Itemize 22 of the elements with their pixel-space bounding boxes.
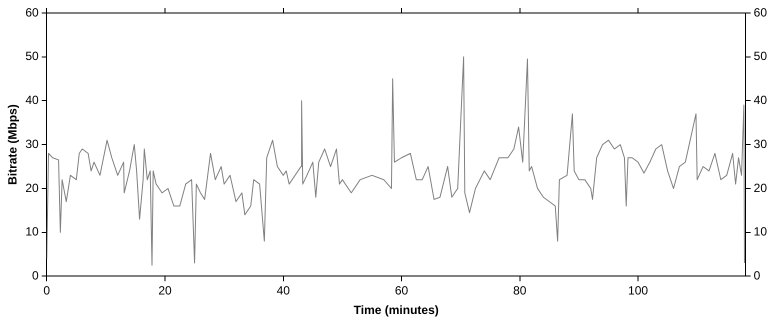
x-tick-label: 20 [158, 284, 172, 298]
y-tick-label: 20 [25, 180, 40, 195]
y2-tick-label: 50 [754, 49, 768, 64]
y-tick-label: 10 [25, 224, 40, 239]
y-tick-label: 30 [25, 136, 40, 151]
x-axis-title: Time (minutes) [354, 303, 439, 318]
y-tick-label: 50 [25, 49, 40, 64]
y2-tick-label: 10 [754, 224, 768, 239]
x-tick-label: 100 [628, 284, 648, 298]
x-tick-label: 40 [276, 284, 290, 298]
x-tick-label: 0 [43, 284, 50, 298]
y-tick-label: 40 [25, 93, 40, 108]
y2-tick-label: 20 [754, 180, 768, 195]
y-tick-label: 60 [25, 5, 40, 20]
y2-tick-label: 30 [754, 136, 768, 151]
y2-tick-label: 0 [754, 268, 761, 283]
x-tick-label: 60 [394, 284, 409, 298]
y2-tick-label: 40 [754, 93, 768, 108]
x-tick-label: 80 [513, 284, 527, 298]
y-tick-label: 0 [32, 268, 40, 283]
y2-tick-label: 60 [754, 5, 768, 20]
y-axis-title: Bitrate (Mbps) [6, 104, 20, 185]
